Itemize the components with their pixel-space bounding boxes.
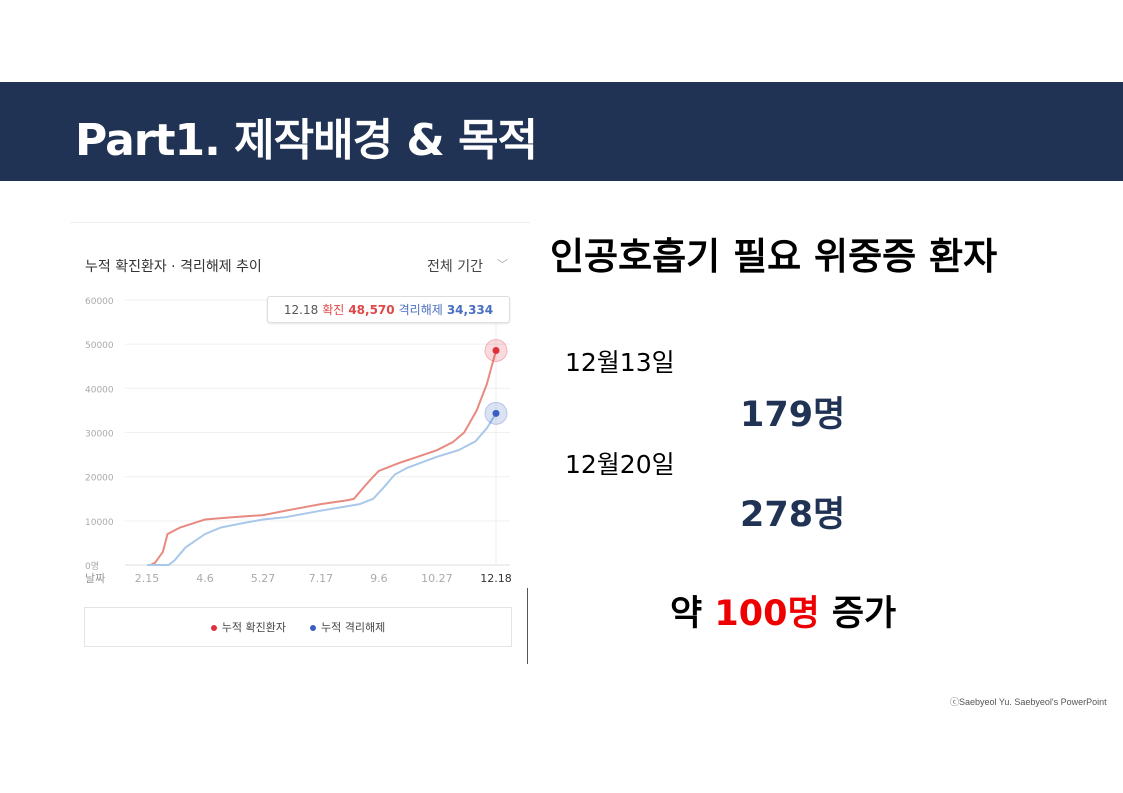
x-tick-label: 5.27 bbox=[251, 572, 276, 585]
blue-dot-icon bbox=[310, 625, 316, 631]
y-tick-label: 30000 bbox=[85, 430, 114, 440]
credit-text: ⓒSaebyeol Yu. Saebyeol's PowerPoint bbox=[950, 697, 1107, 707]
data-point-marker bbox=[492, 409, 500, 417]
chevron-down-icon[interactable]: ﹀ bbox=[497, 258, 508, 271]
y-tick-label: 10000 bbox=[85, 518, 114, 528]
period-selector[interactable]: 전체 기간 bbox=[427, 259, 483, 275]
x-tick-label: 2.15 bbox=[135, 572, 160, 585]
entry-count: 278명 bbox=[740, 495, 846, 535]
entry-date: 12월20일 bbox=[565, 450, 675, 479]
y-tick-label: 0명 bbox=[85, 561, 99, 572]
x-tick-label: 12.18 bbox=[480, 572, 512, 585]
legend-item-confirmed[interactable]: 누적 확진환자 bbox=[210, 619, 286, 635]
series-line bbox=[147, 412, 497, 566]
chart-tooltip: 12.18 확진 48,570 격리해제 34,334 bbox=[267, 296, 510, 323]
legend-label: 누적 확진환자 bbox=[221, 621, 286, 634]
legend-label: 누적 격리해제 bbox=[321, 621, 386, 634]
tooltip-confirmed-value: 48,570 bbox=[348, 302, 395, 317]
tooltip-released-value: 34,334 bbox=[446, 302, 494, 317]
x-axis-label: 날짜 bbox=[85, 572, 105, 585]
title-banner bbox=[0, 82, 1123, 181]
chart-title: 누적 확진환자 · 격리해제 추이 bbox=[85, 259, 262, 275]
chart-legend: 누적 확진환자 누적 격리해제 bbox=[84, 607, 512, 647]
summary-text: 약 100명 증가 bbox=[670, 585, 896, 636]
summary-suffix: 증가 bbox=[819, 594, 897, 634]
legend-item-released[interactable]: 누적 격리해제 bbox=[310, 619, 385, 635]
x-tick-label: 4.6 bbox=[196, 572, 214, 585]
red-dot-icon bbox=[210, 625, 217, 631]
slide-heading: 인공호흡기 필요 위중증 환자 bbox=[550, 235, 998, 278]
summary-prefix: 약 bbox=[670, 594, 715, 634]
tooltip-confirmed-label: 확진 bbox=[322, 303, 345, 317]
y-tick-label: 20000 bbox=[85, 474, 114, 484]
tooltip-released-label: 격리해제 bbox=[398, 303, 443, 317]
entry-date: 12월13일 bbox=[565, 348, 675, 377]
summary-highlight: 100명 bbox=[714, 594, 820, 634]
tooltip-date: 12.18 bbox=[283, 302, 319, 317]
y-tick-label: 50000 bbox=[85, 341, 114, 351]
data-point-marker bbox=[492, 346, 500, 354]
y-tick-label: 40000 bbox=[85, 385, 114, 395]
entry-count: 179명 bbox=[740, 395, 846, 435]
x-tick-label: 9.6 bbox=[370, 572, 388, 585]
x-tick-label: 10.27 bbox=[421, 572, 453, 585]
slide-title: Part1. 제작배경 & 목적 bbox=[75, 115, 538, 166]
divider bbox=[527, 588, 528, 664]
x-tick-label: 7.17 bbox=[309, 572, 334, 585]
y-tick-label: 60000 bbox=[85, 297, 114, 307]
series-line bbox=[149, 350, 497, 566]
